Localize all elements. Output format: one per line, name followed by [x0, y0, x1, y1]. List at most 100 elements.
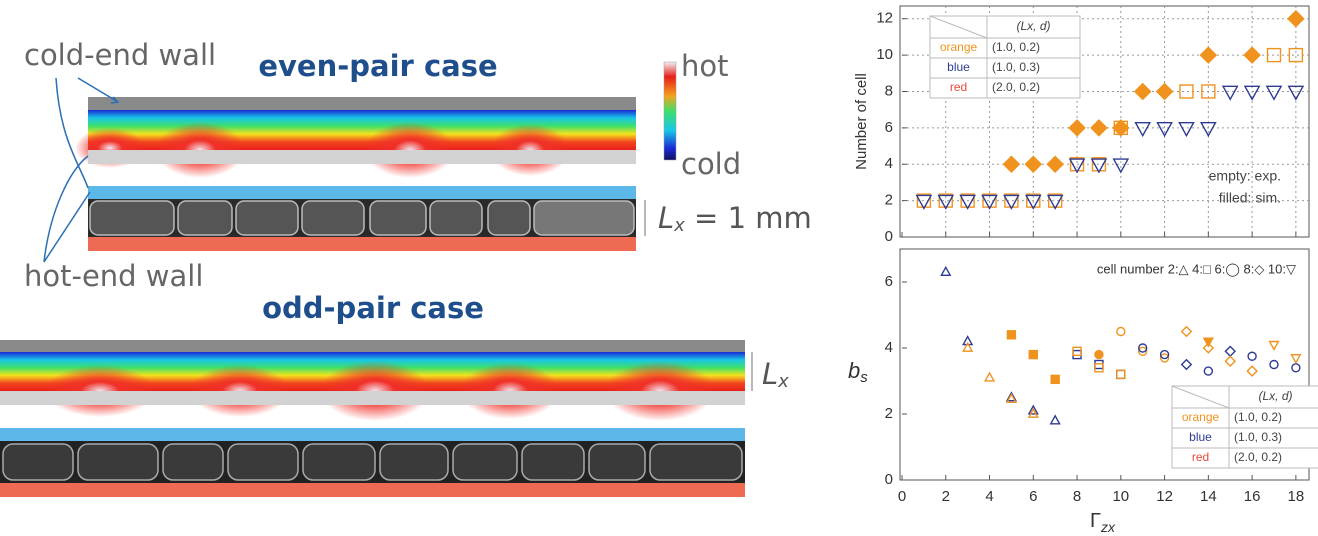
marker	[1024, 194, 1042, 210]
marker	[1180, 325, 1193, 338]
lx-main: L	[762, 357, 778, 391]
marker	[1003, 194, 1020, 210]
x-label-sub: zx	[1100, 519, 1116, 535]
marker	[1202, 337, 1214, 348]
marker	[1113, 120, 1129, 136]
hot-plate	[0, 483, 745, 497]
marker	[1049, 414, 1061, 425]
marker	[1200, 121, 1217, 138]
cold-wall	[88, 97, 636, 110]
marker	[1005, 391, 1017, 402]
marker	[1266, 47, 1282, 63]
marker	[1028, 349, 1038, 360]
y-tick-label: 12	[876, 10, 893, 27]
marker	[1068, 119, 1086, 137]
marker	[1137, 346, 1148, 356]
legend-name: orange	[1182, 410, 1220, 424]
marker	[981, 194, 998, 210]
legend-diagonal	[1171, 385, 1230, 409]
y-tick-label: 2	[885, 405, 893, 422]
marker	[1094, 359, 1104, 370]
y-tick-label: 0	[885, 471, 893, 488]
marker	[1116, 369, 1126, 380]
marker	[1243, 85, 1261, 101]
odd-case	[0, 340, 745, 497]
marker	[1288, 47, 1304, 63]
marker	[1094, 363, 1104, 373]
colorbar-cold: cold	[681, 147, 741, 181]
marker	[1155, 82, 1174, 101]
marker	[1090, 158, 1108, 174]
legend-value: (2.0, 0.2)	[1234, 450, 1282, 464]
y-tick-label: 6	[885, 119, 893, 136]
annotation: cell number 2:△ 4:□ 6:◯ 8:◇ 10:▽	[1097, 261, 1296, 277]
marker	[1247, 351, 1257, 361]
y-tick-label: 8	[885, 82, 893, 99]
marker	[940, 265, 952, 276]
arrows	[43, 77, 120, 263]
y-axis-label: bs	[848, 358, 868, 386]
legend-name: red	[1192, 450, 1209, 464]
cold-wall	[0, 340, 745, 352]
marker	[1290, 354, 1302, 365]
legend-table	[1171, 385, 1318, 469]
x-tick-label: 14	[1200, 488, 1217, 505]
photo-cells	[2, 443, 743, 481]
lx-rest: = 1 mm	[685, 201, 812, 235]
lx-sub: x	[673, 215, 685, 236]
annotation: filled: sim.	[1219, 190, 1281, 206]
legend-name: blue	[1189, 430, 1212, 444]
y-tick-label: 6	[885, 273, 893, 290]
legend-value: (1.0, 0.2)	[992, 40, 1040, 54]
marker	[1291, 363, 1301, 373]
plot-frame	[899, 5, 1310, 238]
y-tick-label: 4	[885, 155, 893, 172]
marker	[1027, 407, 1039, 418]
marker	[1202, 342, 1215, 354]
marker	[1246, 365, 1258, 377]
x-tick-label: 16	[1244, 488, 1261, 505]
marker	[1287, 85, 1305, 101]
marker	[1133, 82, 1152, 101]
marker	[1199, 46, 1218, 64]
marker	[1072, 346, 1082, 356]
marker	[1046, 194, 1064, 210]
marker	[1024, 155, 1043, 174]
marker	[1269, 359, 1279, 370]
x-tick-label: 8	[1073, 488, 1081, 505]
hot-plate	[88, 237, 636, 251]
marker	[1159, 353, 1170, 363]
legend-value: (2.0, 0.2)	[992, 80, 1040, 94]
legend-name: red	[950, 80, 967, 94]
legend-name: orange	[940, 40, 978, 54]
marker	[1224, 355, 1237, 367]
y-tick-label: 10	[876, 46, 893, 63]
marker	[1002, 155, 1021, 174]
marker	[1178, 121, 1195, 138]
x-tick-label: 12	[1156, 488, 1173, 505]
legend-name: blue	[947, 60, 970, 74]
x-axis-label: Γzx	[1090, 510, 1116, 534]
lx-main: L	[658, 201, 674, 235]
legend-value: (1.0, 0.3)	[992, 60, 1040, 74]
marker	[1116, 326, 1126, 337]
lx-sub: x	[777, 371, 789, 392]
marker	[915, 194, 933, 210]
marker	[1221, 85, 1239, 101]
legend-header: (Lx, d)	[1258, 389, 1292, 403]
legend-value: (1.0, 0.2)	[1234, 410, 1282, 424]
cold-end-label: cold-end wall	[24, 38, 216, 72]
marker	[1112, 158, 1130, 174]
plot-frame	[899, 248, 1310, 481]
cold-plate	[0, 428, 745, 441]
marker	[1243, 46, 1261, 64]
lx-even: Lx = 1 mm	[658, 201, 812, 236]
marker	[1159, 349, 1170, 360]
marker	[1287, 9, 1305, 28]
legend-table	[929, 15, 1081, 99]
even-case	[75, 97, 636, 251]
marker	[1268, 340, 1280, 351]
hot-end-label: hot-end wall	[24, 259, 203, 293]
y-tick-label: 4	[885, 339, 893, 356]
